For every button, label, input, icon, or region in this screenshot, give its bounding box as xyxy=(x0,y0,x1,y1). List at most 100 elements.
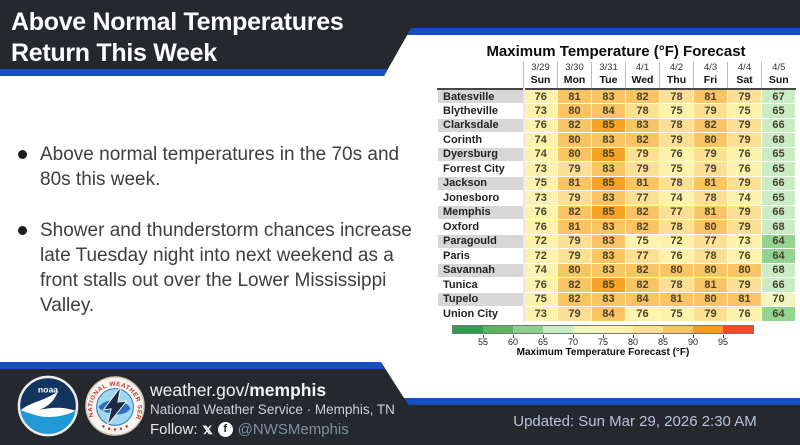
colorbar-tick-label: 55 xyxy=(477,336,489,347)
column-header: 3/30 Mon xyxy=(557,62,592,89)
temp-cell: 76 xyxy=(727,146,762,162)
temp-cell: 85 xyxy=(591,117,626,133)
temp-cell: 76 xyxy=(727,161,762,177)
temp-cell: 77 xyxy=(625,190,660,206)
temp-cell: 78 xyxy=(659,219,694,235)
temp-cell: 67 xyxy=(761,88,796,104)
temp-cell: 70 xyxy=(761,291,796,307)
temp-cell: 84 xyxy=(591,103,626,119)
footer: noaa NATIONAL WEATHER SERVICE weather.go… xyxy=(0,362,434,445)
temp-cell: 84 xyxy=(625,291,660,307)
colorbar-tick xyxy=(483,334,484,338)
bullet-dot xyxy=(18,150,27,159)
page-title: Above Normal Temperatures Return This We… xyxy=(11,8,344,67)
temp-cell: 76 xyxy=(727,248,762,264)
city-cell: Corinth xyxy=(437,132,525,148)
city-cell: Jonesboro xyxy=(437,190,525,206)
temp-cell: 81 xyxy=(659,291,694,307)
temp-cell: 83 xyxy=(591,248,626,264)
temp-cell: 83 xyxy=(591,161,626,177)
temp-cell: 76 xyxy=(659,146,694,162)
city-cell: Paris xyxy=(437,248,525,264)
temp-cell: 79 xyxy=(727,204,762,220)
temp-cell: 79 xyxy=(557,161,592,177)
temp-cell: 72 xyxy=(523,248,558,264)
temp-cell: 79 xyxy=(557,190,592,206)
temp-cell: 77 xyxy=(693,233,728,249)
noaa-logo: noaa xyxy=(17,375,79,437)
temp-cell: 64 xyxy=(761,233,796,249)
colorbar-segment xyxy=(663,325,693,333)
bullet-dot xyxy=(18,226,27,235)
temp-cell: 68 xyxy=(761,262,796,278)
temp-cell: 81 xyxy=(625,175,660,191)
title-banner: Above Normal Temperatures Return This We… xyxy=(0,0,427,76)
temp-cell: 72 xyxy=(523,233,558,249)
temp-cell: 74 xyxy=(523,262,558,278)
temp-cell: 79 xyxy=(557,233,592,249)
column-header: 4/1 Wed xyxy=(625,62,660,89)
website-url: weather.gov/memphis xyxy=(150,380,327,400)
colorbar-tick xyxy=(603,334,604,338)
temp-cell: 79 xyxy=(727,277,762,293)
temp-cell: 76 xyxy=(523,219,558,235)
updated-timestamp: Updated: Sun Mar 29, 2026 2:30 AM xyxy=(513,413,757,430)
temp-cell: 65 xyxy=(761,161,796,177)
colorbar-tick xyxy=(573,334,574,338)
temp-cell: 79 xyxy=(727,132,762,148)
temp-cell: 80 xyxy=(693,262,728,278)
temp-cell: 82 xyxy=(557,204,592,220)
table-row: Paragould 72 79 83 75 72 77 73 64 xyxy=(437,233,796,249)
x-icon: 𝕩 xyxy=(202,421,213,438)
colorbar-tick xyxy=(723,334,724,338)
temp-cell: 66 xyxy=(761,204,796,220)
column-header: 4/2 Thu xyxy=(659,62,694,89)
column-header: 4/3 Fri xyxy=(693,62,728,89)
temp-cell: 80 xyxy=(557,146,592,162)
temp-cell: 81 xyxy=(693,204,728,220)
colorbar-block: 55 60 65 70 75 80 85 90 95 Maximum Temperature F… xyxy=(437,324,795,359)
bullet-item: Shower and thunderstorm chances increase… xyxy=(16,218,424,318)
temp-cell: 85 xyxy=(591,277,626,293)
bullet-text: Shower and thunderstorm chances increase… xyxy=(40,220,412,316)
temp-cell: 75 xyxy=(625,233,660,249)
temp-cell: 73 xyxy=(727,233,762,249)
bullet-list: Above normal temperatures in the 70s and… xyxy=(16,142,424,344)
temp-cell: 81 xyxy=(693,277,728,293)
colorbar-segment xyxy=(543,325,573,333)
table-row: Oxford 76 81 83 82 78 80 79 68 xyxy=(437,219,796,235)
colorbar-segment xyxy=(633,325,663,333)
temp-cell: 79 xyxy=(693,306,728,322)
temp-cell: 78 xyxy=(693,190,728,206)
colorbar-tick-label: 80 xyxy=(627,336,639,347)
temp-cell: 79 xyxy=(693,161,728,177)
temp-cell: 82 xyxy=(625,132,660,148)
temp-cell: 75 xyxy=(659,103,694,119)
temp-cell: 76 xyxy=(523,88,558,104)
temp-cell: 83 xyxy=(591,233,626,249)
colorbar-tick-label: 90 xyxy=(687,336,699,347)
temp-cell: 82 xyxy=(625,277,660,293)
column-header: 4/5 Sun xyxy=(761,62,796,89)
temp-cell: 76 xyxy=(625,306,660,322)
temp-cell: 80 xyxy=(693,132,728,148)
colorbar-tick-label: 60 xyxy=(507,336,519,347)
colorbar-segment xyxy=(513,325,543,333)
temp-cell: 83 xyxy=(591,219,626,235)
city-cell: Memphis xyxy=(437,204,525,220)
temp-cell: 75 xyxy=(727,103,762,119)
temp-cell: 83 xyxy=(591,132,626,148)
temp-cell: 77 xyxy=(625,248,660,264)
city-cell: Dyersburg xyxy=(437,146,525,162)
temp-cell: 76 xyxy=(523,204,558,220)
temp-cell: 81 xyxy=(693,175,728,191)
temp-cell: 82 xyxy=(557,291,592,307)
city-cell: Savannah xyxy=(437,262,525,278)
temp-cell: 65 xyxy=(761,190,796,206)
temp-cell: 83 xyxy=(591,262,626,278)
temp-cell: 82 xyxy=(625,88,660,104)
svg-text:noaa: noaa xyxy=(38,384,58,394)
temp-cell: 80 xyxy=(557,262,592,278)
temp-cell: 80 xyxy=(693,219,728,235)
temp-cell: 64 xyxy=(761,306,796,322)
